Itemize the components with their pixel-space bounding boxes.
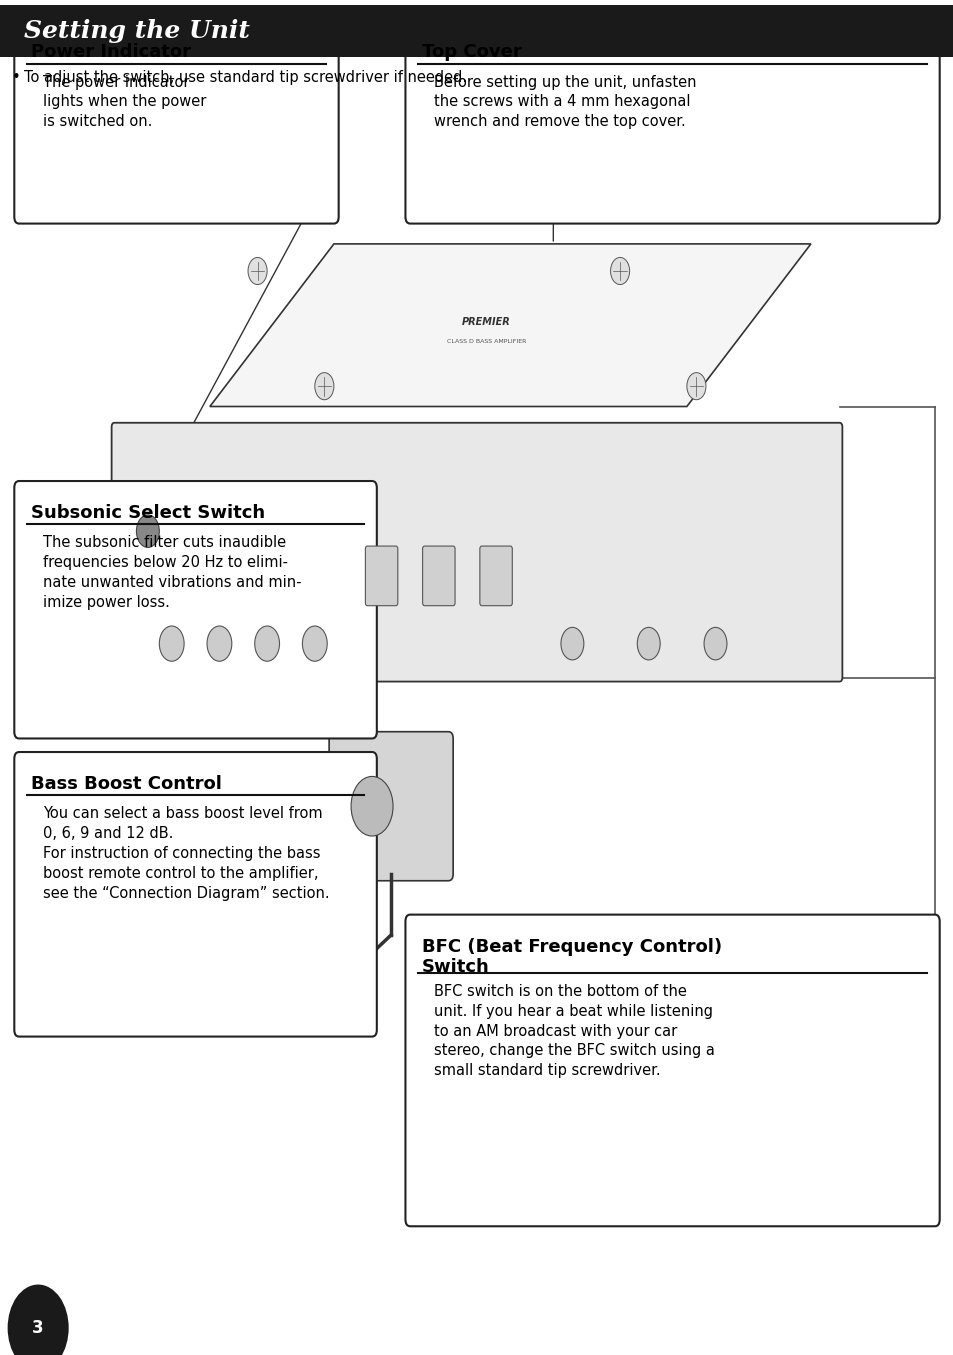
Text: Power Indicator: Power Indicator <box>30 43 191 61</box>
Circle shape <box>207 626 232 661</box>
Circle shape <box>159 626 184 661</box>
Text: Top Cover: Top Cover <box>421 43 521 61</box>
Text: Subsonic Select Switch: Subsonic Select Switch <box>30 504 264 522</box>
Circle shape <box>136 515 159 547</box>
Text: PREMIER: PREMIER <box>461 317 511 328</box>
Circle shape <box>314 373 334 400</box>
FancyBboxPatch shape <box>112 423 841 682</box>
Circle shape <box>703 627 726 660</box>
Text: BFC switch is on the bottom of the
unit. If you hear a beat while listening
to a: BFC switch is on the bottom of the unit.… <box>434 984 714 1079</box>
Circle shape <box>302 626 327 661</box>
Text: Bass Boost Control: Bass Boost Control <box>30 775 221 793</box>
FancyBboxPatch shape <box>405 20 939 224</box>
FancyBboxPatch shape <box>365 546 397 606</box>
Text: CLASS D BASS AMPLIFIER: CLASS D BASS AMPLIFIER <box>446 339 526 344</box>
FancyBboxPatch shape <box>329 732 453 881</box>
Circle shape <box>8 1285 69 1355</box>
Circle shape <box>637 627 659 660</box>
Text: Setting the Unit: Setting the Unit <box>24 19 250 43</box>
Text: The power indicator
lights when the power
is switched on.: The power indicator lights when the powe… <box>43 75 206 129</box>
Circle shape <box>351 776 393 836</box>
FancyBboxPatch shape <box>14 20 338 224</box>
Text: To adjust the switch, use standard tip screwdriver if needed.: To adjust the switch, use standard tip s… <box>24 70 466 85</box>
Text: BFC (Beat Frequency Control)
Switch: BFC (Beat Frequency Control) Switch <box>421 938 721 977</box>
Circle shape <box>610 257 629 285</box>
FancyBboxPatch shape <box>422 546 455 606</box>
FancyBboxPatch shape <box>405 915 939 1226</box>
Circle shape <box>560 627 583 660</box>
FancyBboxPatch shape <box>479 546 512 606</box>
FancyBboxPatch shape <box>14 752 376 1037</box>
Circle shape <box>686 373 705 400</box>
FancyBboxPatch shape <box>0 5 953 57</box>
Text: 3: 3 <box>32 1318 44 1337</box>
Text: Before setting up the unit, unfasten
the screws with a 4 mm hexagonal
wrench and: Before setting up the unit, unfasten the… <box>434 75 696 129</box>
Circle shape <box>248 257 267 285</box>
Text: You can select a bass boost level from
0, 6, 9 and 12 dB.
For instruction of con: You can select a bass boost level from 0… <box>43 806 329 901</box>
FancyBboxPatch shape <box>14 481 376 738</box>
Text: •: • <box>11 70 20 85</box>
Text: The subsonic filter cuts inaudible
frequencies below 20 Hz to elimi-
nate unwant: The subsonic filter cuts inaudible frequ… <box>43 535 301 610</box>
Circle shape <box>254 626 279 661</box>
Polygon shape <box>210 244 810 406</box>
